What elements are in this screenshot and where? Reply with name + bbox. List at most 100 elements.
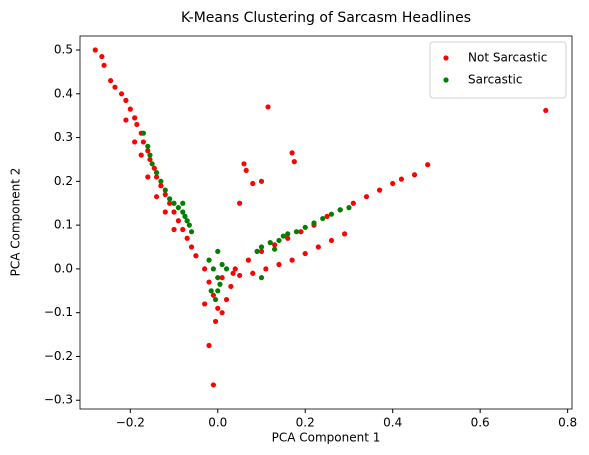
- point: [147, 152, 153, 158]
- legend-label: Not Sarcastic: [468, 51, 547, 65]
- point: [228, 283, 234, 290]
- point: [291, 159, 297, 165]
- point: [232, 266, 238, 272]
- point: [206, 279, 212, 285]
- point: [202, 266, 208, 272]
- y-tick-label: 0.0: [54, 261, 73, 275]
- point: [140, 130, 147, 136]
- legend-marker: [443, 77, 449, 83]
- point: [145, 143, 151, 149]
- point: [153, 194, 160, 200]
- x-tick-label: 0.2: [296, 416, 315, 430]
- point: [272, 242, 278, 248]
- point: [237, 200, 243, 206]
- point: [223, 266, 230, 272]
- point: [215, 305, 221, 311]
- point: [167, 200, 173, 206]
- point: [149, 161, 155, 167]
- point: [184, 218, 190, 224]
- point: [132, 139, 138, 145]
- x-tick-label: 0.4: [383, 416, 402, 430]
- point: [398, 176, 405, 182]
- point: [210, 266, 216, 272]
- point: [180, 226, 186, 233]
- legend-label: Sarcastic: [468, 73, 522, 87]
- point: [145, 174, 151, 180]
- point: [219, 275, 225, 281]
- point: [289, 257, 295, 263]
- point: [230, 270, 236, 276]
- point: [272, 246, 278, 252]
- point: [184, 235, 190, 241]
- point: [267, 240, 273, 246]
- point: [193, 253, 199, 259]
- point: [99, 53, 105, 60]
- y-tick-label: −0.1: [44, 305, 73, 319]
- point: [180, 209, 186, 215]
- point: [254, 248, 260, 254]
- point: [134, 121, 140, 128]
- point: [223, 296, 230, 303]
- point: [346, 205, 352, 211]
- y-tick-label: 0.2: [54, 174, 73, 188]
- x-tick-label: 0.0: [208, 416, 227, 430]
- point: [123, 117, 129, 123]
- legend-marker: [443, 55, 449, 61]
- point: [153, 169, 160, 176]
- point: [324, 213, 330, 219]
- point: [206, 257, 212, 263]
- point: [210, 382, 216, 388]
- point: [363, 194, 370, 200]
- point: [202, 301, 208, 307]
- point: [217, 281, 223, 287]
- y-tick-label: −0.3: [44, 393, 73, 407]
- point: [188, 244, 195, 250]
- point: [411, 172, 418, 178]
- point: [243, 167, 249, 174]
- point: [276, 237, 282, 244]
- point: [140, 139, 147, 145]
- point: [208, 288, 214, 294]
- point: [276, 261, 282, 268]
- point: [258, 178, 265, 184]
- point: [171, 200, 177, 206]
- point: [175, 218, 181, 224]
- point: [162, 209, 168, 215]
- point: [138, 152, 144, 158]
- point: [265, 104, 271, 110]
- point: [250, 180, 256, 187]
- point: [219, 261, 225, 268]
- point: [118, 91, 125, 97]
- point: [241, 161, 247, 167]
- y-axis-label: PCA Component 2: [9, 168, 23, 277]
- point: [285, 235, 291, 241]
- point: [162, 191, 168, 198]
- point: [182, 213, 188, 219]
- point: [215, 288, 221, 294]
- x-tick-label: −0.2: [116, 416, 145, 430]
- point: [425, 162, 431, 168]
- point: [180, 200, 186, 206]
- point: [328, 211, 335, 217]
- point: [263, 266, 269, 272]
- x-axis-label: PCA Component 1: [272, 431, 381, 445]
- point: [302, 224, 308, 230]
- point: [311, 220, 317, 226]
- point: [341, 231, 348, 237]
- point: [186, 222, 192, 228]
- point: [302, 250, 308, 257]
- point: [258, 244, 265, 250]
- point: [298, 229, 304, 235]
- point: [123, 97, 129, 103]
- y-tick-label: 0.4: [54, 86, 73, 100]
- point: [337, 207, 343, 213]
- point: [543, 107, 549, 114]
- point: [171, 209, 177, 215]
- x-tick-label: 0.6: [471, 416, 490, 430]
- legend-box: [429, 41, 567, 99]
- point: [237, 272, 243, 279]
- y-tick-label: 0.1: [54, 218, 73, 232]
- point: [215, 248, 221, 254]
- point: [151, 165, 157, 171]
- point: [280, 233, 286, 239]
